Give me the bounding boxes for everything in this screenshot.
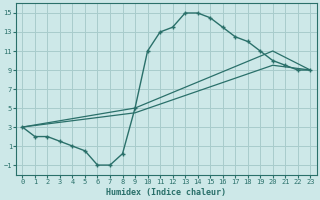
X-axis label: Humidex (Indice chaleur): Humidex (Indice chaleur) [106, 188, 226, 197]
